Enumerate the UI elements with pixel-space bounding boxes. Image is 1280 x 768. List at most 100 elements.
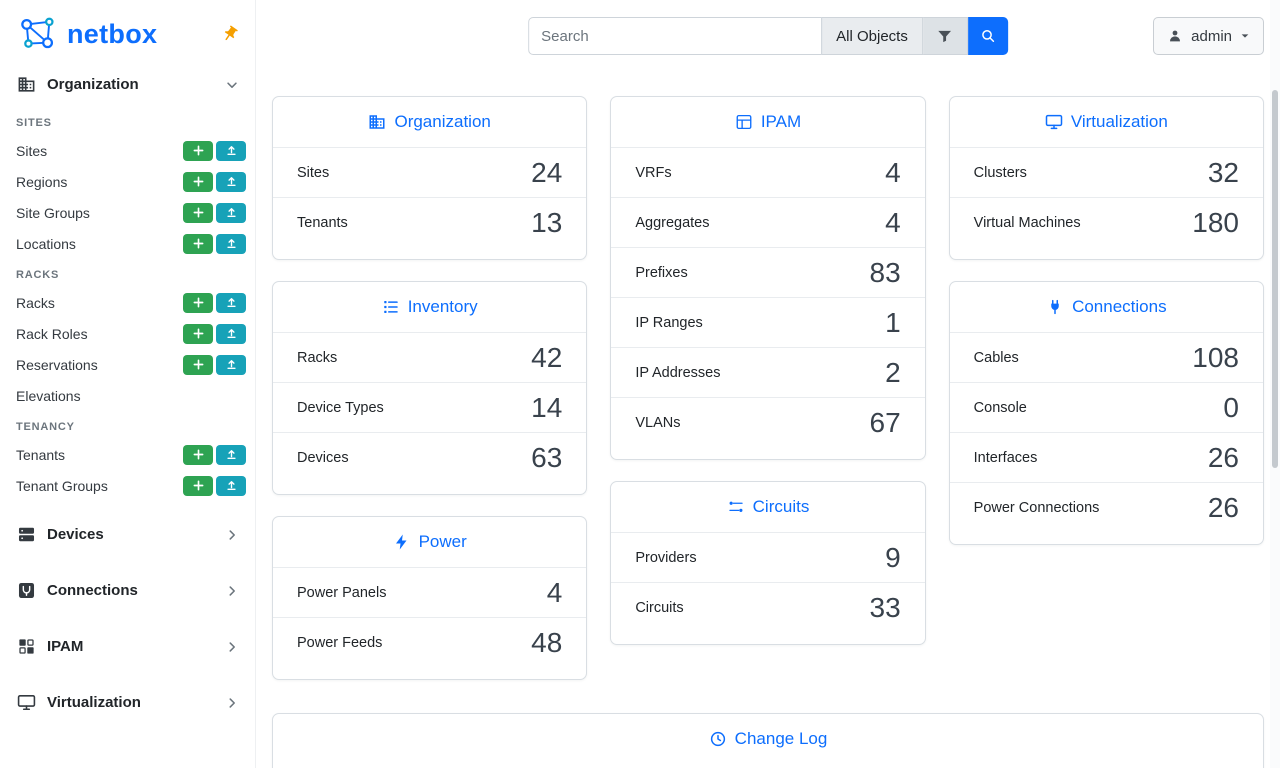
stat-row[interactable]: Power Feeds 48 (273, 617, 587, 667)
add-button[interactable] (183, 354, 213, 375)
search-input[interactable] (528, 17, 822, 55)
import-button[interactable] (216, 475, 246, 496)
stat-row[interactable]: Device Types 14 (273, 382, 587, 432)
stat-row[interactable]: Console 0 (949, 382, 1263, 432)
sidebar-item-label: Elevations (16, 387, 81, 404)
chevron-down-icon (225, 78, 239, 92)
sidebar-group-virtualization[interactable]: Virtualization (0, 680, 255, 725)
stat-row[interactable]: Clusters 32 (949, 147, 1263, 197)
stat-value: 24 (531, 156, 563, 188)
sidebar-item-site-groups[interactable]: Site Groups (0, 197, 255, 228)
sidebar-item-reservations[interactable]: Reservations (0, 349, 255, 380)
stat-label[interactable]: Prefixes (635, 264, 688, 281)
scrollbar-thumb[interactable] (1272, 90, 1278, 468)
import-button[interactable] (216, 354, 246, 375)
brand-wordmark[interactable]: netbox (67, 18, 158, 49)
stat-label[interactable]: Console (973, 399, 1027, 416)
stat-label[interactable]: Aggregates (635, 214, 710, 231)
stat-row[interactable]: IP Ranges 1 (611, 297, 925, 347)
stat-label[interactable]: Power Connections (973, 499, 1100, 516)
import-button[interactable] (216, 292, 246, 313)
add-button[interactable] (183, 444, 213, 465)
stat-label[interactable]: Racks (297, 349, 338, 366)
stat-label[interactable]: VLANs (635, 414, 681, 431)
add-button[interactable] (183, 140, 213, 161)
stat-row[interactable]: Devices 63 (273, 432, 587, 482)
stat-label[interactable]: Cables (973, 349, 1019, 366)
card-organization: Organization Sites 24 Tenants 13 (272, 96, 588, 260)
import-button[interactable] (216, 140, 246, 161)
stat-row[interactable]: Prefixes 83 (611, 247, 925, 297)
card-inventory: Inventory Racks 42 Device Types 14 Devic… (272, 281, 588, 495)
sidebar-item-racks[interactable]: Racks (0, 287, 255, 318)
sidebar-group-organization[interactable]: Organization (0, 62, 255, 107)
search-button[interactable] (967, 17, 1008, 55)
user-menu-button[interactable]: admin (1153, 17, 1264, 55)
stat-row[interactable]: Circuits 33 (611, 582, 925, 632)
stat-value: 83 (869, 256, 901, 288)
stat-label[interactable]: Power Feeds (297, 634, 383, 651)
sidebar-group-ipam[interactable]: IPAM (0, 624, 255, 669)
import-button[interactable] (216, 444, 246, 465)
stat-row[interactable]: Cables 108 (949, 332, 1263, 382)
filter-button[interactable] (922, 17, 968, 55)
stat-label[interactable]: Device Types (297, 399, 384, 416)
stat-row[interactable]: Interfaces 26 (949, 432, 1263, 482)
stat-row[interactable]: Tenants 13 (273, 197, 587, 247)
import-button[interactable] (216, 202, 246, 223)
stat-row[interactable]: Virtual Machines 180 (949, 197, 1263, 247)
list-icon (382, 298, 400, 316)
stat-label[interactable]: IP Ranges (635, 314, 703, 331)
sidebar-item-elevations[interactable]: Elevations (0, 380, 255, 411)
add-button[interactable] (183, 171, 213, 192)
sidebar-item-regions[interactable]: Regions (0, 166, 255, 197)
sidebar-item-locations[interactable]: Locations (0, 228, 255, 259)
stat-label[interactable]: Devices (297, 449, 349, 466)
sidebar-item-tenants[interactable]: Tenants (0, 439, 255, 470)
stat-value: 32 (1207, 156, 1239, 188)
stat-row[interactable]: Sites 24 (273, 147, 587, 197)
stat-row[interactable]: Power Panels 4 (273, 567, 587, 617)
search-scope-select[interactable]: All Objects (821, 17, 923, 55)
add-button[interactable] (183, 202, 213, 223)
stat-label[interactable]: Interfaces (973, 449, 1038, 466)
stat-row[interactable]: IP Addresses 2 (611, 347, 925, 397)
scrollbar-track (1270, 0, 1280, 768)
stat-row[interactable]: VLANs 67 (611, 397, 925, 447)
stat-label[interactable]: VRFs (635, 164, 672, 181)
import-button[interactable] (216, 171, 246, 192)
add-button[interactable] (183, 292, 213, 313)
stat-label[interactable]: Tenants (297, 214, 348, 231)
stat-label[interactable]: Power Panels (297, 584, 387, 601)
circuits-icon (727, 498, 745, 516)
stat-label[interactable]: IP Addresses (635, 364, 721, 381)
stat-label[interactable]: Sites (297, 164, 330, 181)
stat-label[interactable]: Providers (635, 549, 697, 566)
import-button[interactable] (216, 323, 246, 344)
add-button[interactable] (183, 323, 213, 344)
sidebar-item-label: Racks (16, 294, 55, 311)
sidebar-item-tenant-groups[interactable]: Tenant Groups (0, 470, 255, 501)
sidebar-item-rack-roles[interactable]: Rack Roles (0, 318, 255, 349)
lightning-icon (393, 533, 411, 551)
pin-sidebar-icon[interactable] (221, 25, 239, 43)
stat-label[interactable]: Clusters (973, 164, 1027, 181)
stat-row[interactable]: Providers 9 (611, 532, 925, 582)
chevron-right-icon (225, 528, 239, 542)
import-button[interactable] (216, 233, 246, 254)
sidebar-group-devices[interactable]: Devices (0, 512, 255, 557)
stat-row[interactable]: VRFs 4 (611, 147, 925, 197)
add-button[interactable] (183, 475, 213, 496)
stat-value: 1 (885, 306, 901, 338)
stat-label[interactable]: Virtual Machines (973, 214, 1081, 231)
stat-value: 2 (885, 356, 901, 388)
stat-label[interactable]: Circuits (635, 599, 684, 616)
sidebar-item-sites[interactable]: Sites (0, 135, 255, 166)
devices-icon (16, 525, 36, 544)
stat-row[interactable]: Racks 42 (273, 332, 587, 382)
stat-row[interactable]: Power Connections 26 (949, 482, 1263, 532)
add-button[interactable] (183, 233, 213, 254)
sidebar-group-connections[interactable]: Connections (0, 568, 255, 613)
plug-icon (1046, 298, 1064, 316)
stat-row[interactable]: Aggregates 4 (611, 197, 925, 247)
